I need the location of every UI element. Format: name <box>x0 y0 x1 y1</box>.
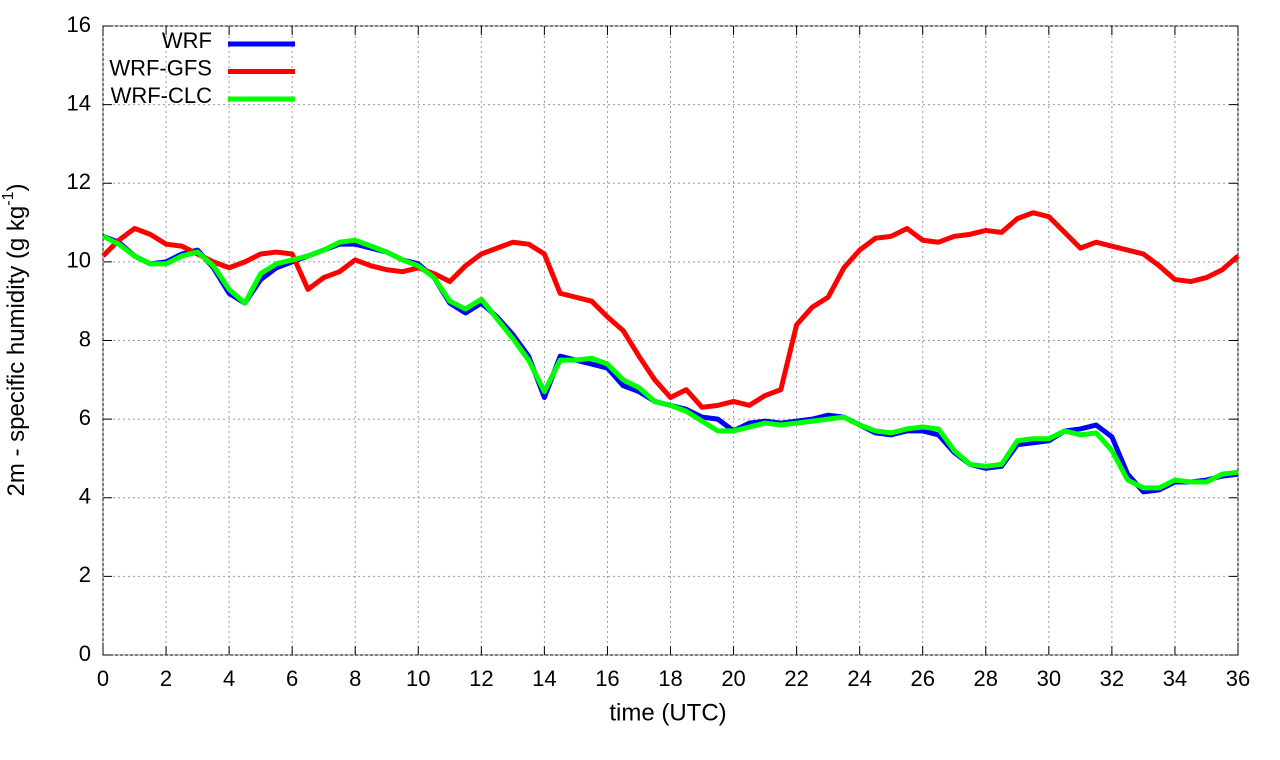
x-tick-label: 10 <box>406 666 430 691</box>
x-tick-label: 2 <box>160 666 172 691</box>
legend-label: WRF-CLC <box>111 83 213 108</box>
y-axis-label: 2m - specific humidity (g kg-1) <box>0 184 30 497</box>
x-tick-label: 16 <box>595 666 619 691</box>
x-tick-label: 20 <box>721 666 745 691</box>
data-line <box>101 210 1240 410</box>
y-tick-label: 14 <box>67 90 91 115</box>
x-tick-label: 12 <box>469 666 493 691</box>
legend-label: WRF-GFS <box>109 55 212 80</box>
x-tick-label: 32 <box>1100 666 1124 691</box>
x-tick-label: 4 <box>223 666 235 691</box>
data-line <box>101 234 1239 491</box>
y-tick-label: 0 <box>79 641 91 666</box>
x-tick-label: 22 <box>784 666 808 691</box>
y-tick-label: 8 <box>79 326 91 351</box>
x-tick-label: 36 <box>1226 666 1250 691</box>
y-tick-label: 16 <box>67 12 91 37</box>
y-axis-label-sup: -1 <box>0 191 17 205</box>
x-tick-label: 26 <box>910 666 934 691</box>
y-tick-label: 6 <box>79 405 91 430</box>
x-tick-label: 6 <box>286 666 298 691</box>
x-tick-label: 18 <box>658 666 682 691</box>
y-tick-label: 2 <box>79 562 91 587</box>
x-tick-label: 14 <box>532 666 556 691</box>
x-tick-label: 28 <box>974 666 998 691</box>
x-tick-label: 8 <box>349 666 361 691</box>
x-tick-label: 24 <box>847 666 871 691</box>
x-tick-label: 34 <box>1163 666 1187 691</box>
y-tick-label: 10 <box>67 248 91 273</box>
data-line <box>102 233 1239 495</box>
y-axis-label-main: 2m - specific humidity (g kg <box>3 206 30 497</box>
y-tick-label: 4 <box>79 484 91 509</box>
y-axis-label-end: ) <box>3 184 30 192</box>
x-axis-label: time (UTC) <box>609 699 726 726</box>
x-tick-label: 0 <box>97 666 109 691</box>
x-tick-label: 30 <box>1037 666 1061 691</box>
legend-label: WRF <box>162 28 212 53</box>
y-tick-label: 12 <box>67 169 91 194</box>
